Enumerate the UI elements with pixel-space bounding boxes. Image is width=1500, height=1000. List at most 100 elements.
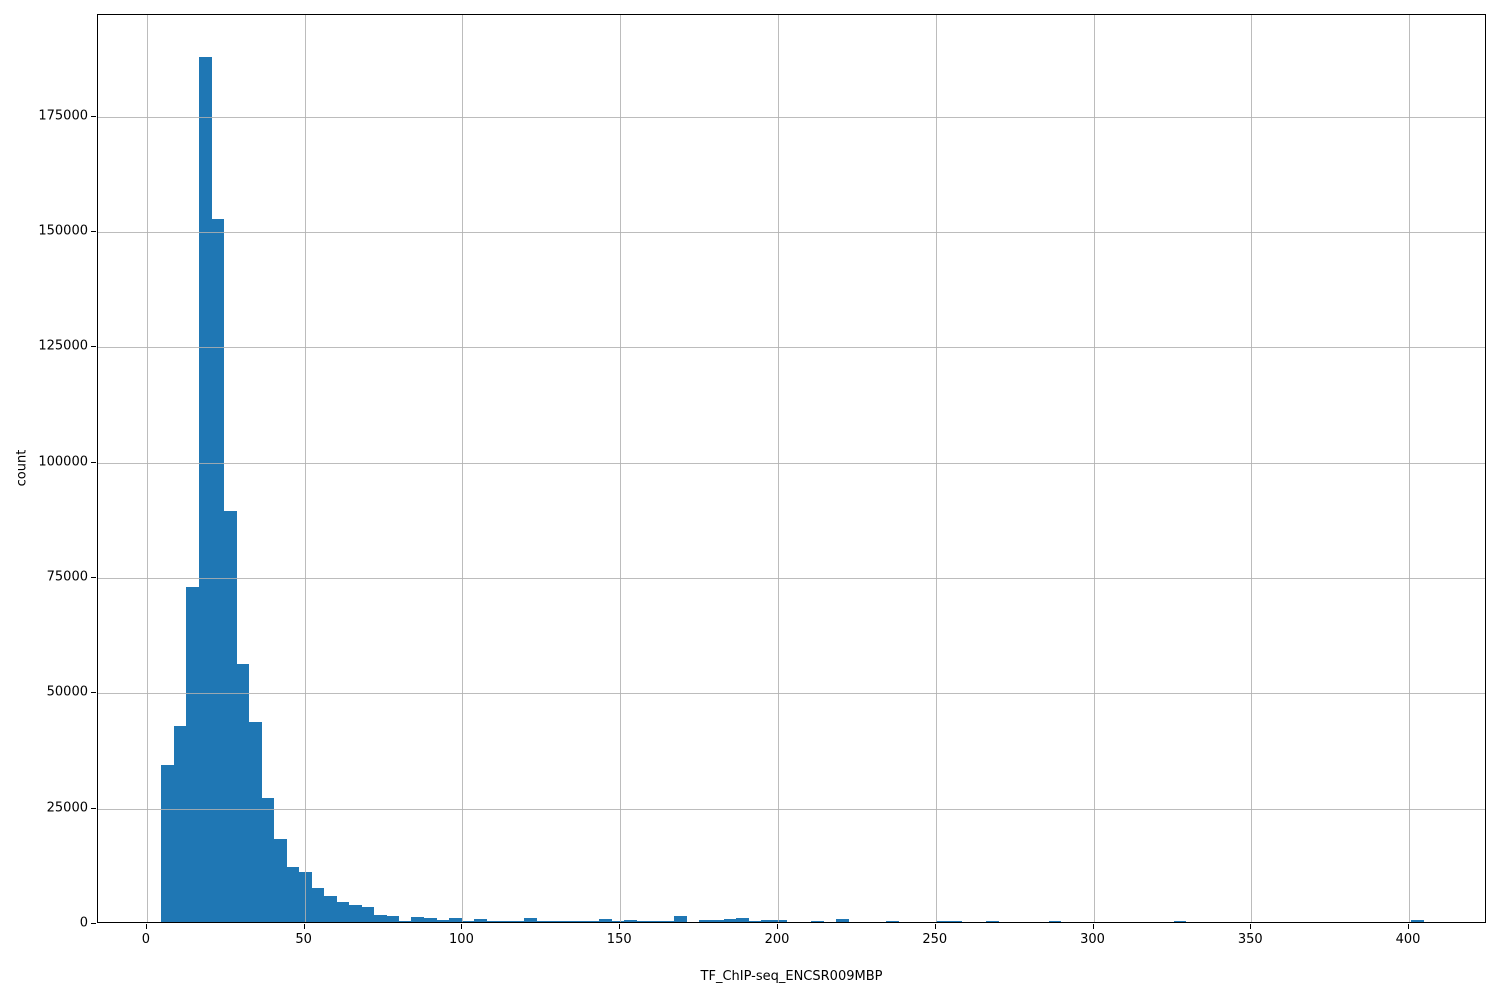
x-tick-label: 0 xyxy=(141,932,151,947)
histogram-bar xyxy=(436,920,450,922)
histogram-bar xyxy=(473,919,487,922)
histogram-bar xyxy=(361,907,375,922)
y-tick-mark xyxy=(91,230,96,232)
x-tick-mark xyxy=(461,924,463,929)
x-tick-mark xyxy=(619,924,621,929)
x-gridline xyxy=(1409,15,1411,922)
histogram-bar xyxy=(761,920,775,922)
histogram-bar xyxy=(236,663,250,922)
x-gridline xyxy=(777,15,779,922)
y-gridline xyxy=(98,462,1485,464)
histogram-bar xyxy=(336,901,350,922)
histogram-bar xyxy=(773,920,787,922)
y-tick-label: 175000 xyxy=(38,108,88,123)
plot-area xyxy=(97,14,1486,923)
histogram-bar xyxy=(161,765,175,922)
x-gridline xyxy=(1251,15,1253,922)
histogram-bar xyxy=(561,920,575,922)
y-tick-label: 0 xyxy=(79,915,88,931)
y-gridline xyxy=(98,808,1485,810)
y-tick-label: 50000 xyxy=(46,684,88,700)
histogram-bar xyxy=(523,918,537,922)
plot-inner xyxy=(98,15,1485,922)
histogram-bar xyxy=(373,915,387,922)
histogram-bar xyxy=(548,920,562,922)
x-tick-label: 200 xyxy=(764,932,790,947)
x-gridline xyxy=(1093,15,1095,922)
histogram-bar xyxy=(611,920,625,922)
histogram-bar xyxy=(648,921,662,922)
histogram-bar xyxy=(386,915,400,922)
x-tick-label: 150 xyxy=(606,932,632,947)
y-tick-label: 25000 xyxy=(46,800,88,816)
histogram-bar xyxy=(423,918,437,922)
histogram-bar xyxy=(273,838,287,922)
histogram-bar xyxy=(1048,920,1062,922)
y-tick-mark xyxy=(91,461,96,463)
histogram-bar xyxy=(223,511,237,922)
histogram-bar xyxy=(598,918,612,922)
histogram-bar xyxy=(536,921,550,922)
y-gridline xyxy=(98,231,1485,233)
histogram-bar xyxy=(511,921,525,922)
y-tick-mark xyxy=(91,923,96,924)
histogram-bar xyxy=(836,919,850,922)
y-gridline xyxy=(98,347,1485,349)
histogram-bar xyxy=(398,920,412,922)
y-tick-mark xyxy=(91,807,96,809)
x-gridline xyxy=(146,15,148,922)
histogram-bar xyxy=(623,919,637,922)
x-tick-mark xyxy=(776,924,778,929)
x-gridline xyxy=(462,15,464,922)
y-axis-label: count xyxy=(14,449,30,487)
histogram-bar xyxy=(586,921,600,922)
histogram-bar xyxy=(461,921,475,922)
x-tick-label: 400 xyxy=(1395,932,1421,947)
x-tick-mark xyxy=(1250,924,1252,929)
x-tick-label: 250 xyxy=(922,932,948,947)
histogram-bar xyxy=(736,918,750,922)
x-tick-mark xyxy=(1408,924,1410,929)
histogram-bar xyxy=(323,895,337,922)
y-tick-mark xyxy=(91,576,96,578)
histogram-bar xyxy=(498,920,512,922)
x-gridline xyxy=(620,15,622,922)
histogram-bar xyxy=(748,921,762,922)
x-tick-mark xyxy=(1092,924,1094,929)
x-tick-mark xyxy=(145,924,147,929)
histogram-bar xyxy=(1410,919,1424,922)
x-tick-label: 300 xyxy=(1080,932,1105,947)
histogram-bar xyxy=(811,920,825,922)
x-gridline xyxy=(304,15,306,922)
y-tick-label: 75000 xyxy=(46,569,88,585)
histogram-bar xyxy=(186,586,200,922)
histogram-bar xyxy=(661,921,675,922)
y-tick-label: 100000 xyxy=(38,454,88,470)
x-tick-mark xyxy=(934,924,936,929)
histogram-bar xyxy=(673,916,687,922)
y-gridline xyxy=(98,693,1485,695)
histogram-bar xyxy=(711,920,725,922)
x-tick-label: 350 xyxy=(1237,932,1263,947)
histogram-bar xyxy=(486,920,500,922)
x-gridline xyxy=(935,15,937,922)
histogram-bar xyxy=(723,919,737,922)
histogram-bar xyxy=(636,921,650,922)
histogram-bar xyxy=(311,888,325,922)
histogram-bar xyxy=(448,917,462,922)
histogram-bar xyxy=(986,920,999,922)
y-tick-mark xyxy=(91,346,96,348)
histogram-bar xyxy=(198,56,212,922)
histogram-bar xyxy=(1173,920,1187,922)
y-tick-mark xyxy=(91,692,96,694)
histogram-bar xyxy=(411,916,425,922)
histogram-bar xyxy=(348,904,362,922)
histogram-bar xyxy=(886,920,900,922)
y-tick-label: 125000 xyxy=(38,338,88,354)
x-tick-label: 100 xyxy=(449,932,474,947)
histogram-bar xyxy=(261,798,275,922)
y-tick-label: 150000 xyxy=(38,223,88,239)
histogram-bar xyxy=(573,921,587,922)
histogram-bar xyxy=(173,725,187,922)
